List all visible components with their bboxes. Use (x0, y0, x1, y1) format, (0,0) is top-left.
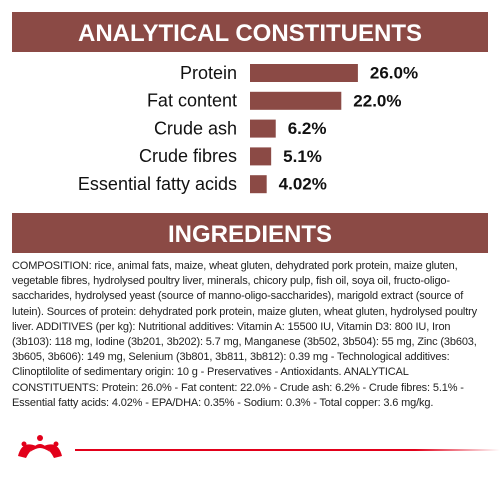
category-label: Crude fibres (139, 146, 237, 166)
header-band (12, 12, 488, 52)
bar (250, 175, 267, 194)
value-label: 22.0% (353, 91, 401, 110)
value-label: 4.02% (279, 175, 327, 194)
ingredients-text: COMPOSITION: rice, animal fats, maize, w… (12, 260, 477, 409)
crown-logo (18, 435, 62, 458)
bar (250, 91, 342, 110)
bar (250, 147, 272, 166)
bar (250, 64, 358, 82)
value-label: 26.0% (370, 63, 418, 82)
category-label: Protein (180, 63, 237, 83)
value-label: 6.2% (288, 119, 327, 138)
category-label: Crude ash (154, 118, 237, 138)
section-title: INGREDIENTS (168, 221, 332, 248)
value-label: 5.1% (283, 147, 322, 166)
category-label: Essential fatty acids (78, 174, 237, 194)
chart-title: ANALYTICAL CONSTITUENTS (78, 20, 422, 47)
header-band (12, 213, 488, 253)
category-label: Fat content (147, 91, 237, 111)
bar (250, 119, 276, 138)
divider-line (75, 449, 500, 451)
